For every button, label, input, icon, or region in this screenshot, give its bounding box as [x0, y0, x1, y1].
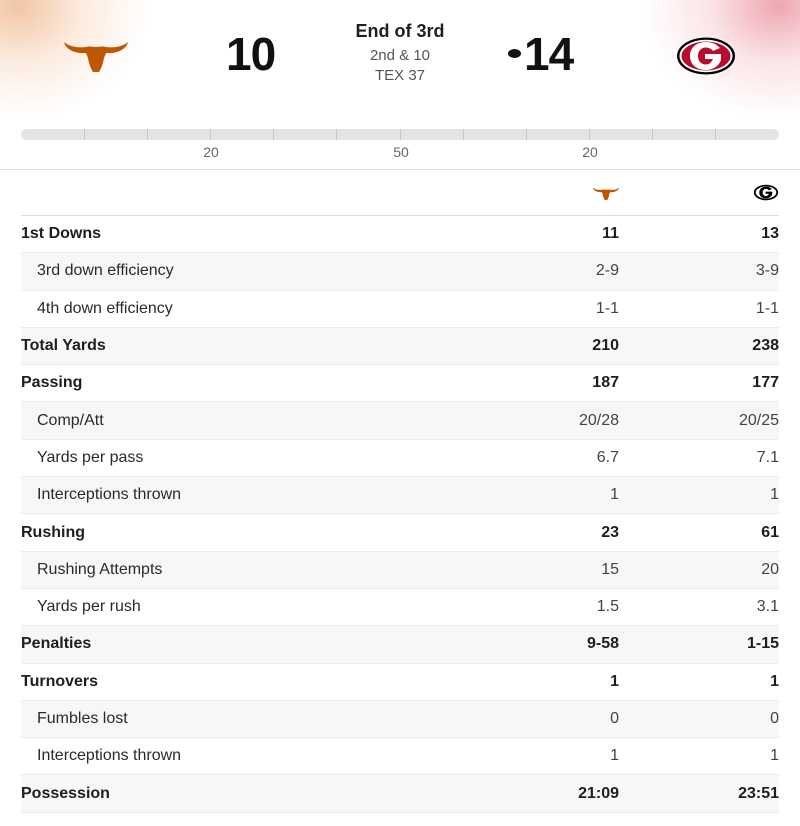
stat-home-value: 23 [601, 523, 619, 541]
stat-label: Possession [21, 784, 110, 802]
stat-row: Comp/Att 20/28 20/25 [21, 402, 779, 440]
stat-label: 4th down efficiency [37, 299, 173, 317]
possession-football-icon [508, 49, 521, 58]
stat-row: Passing 187 177 [21, 365, 779, 403]
stat-away-value: 1 [770, 747, 779, 765]
stat-row: Rushing 23 61 [21, 514, 779, 552]
stat-away-value: 238 [752, 337, 779, 355]
stat-label: Interceptions thrown [37, 747, 182, 765]
stat-row: 4th down efficiency 1-1 1-1 [21, 291, 779, 328]
home-score: 10 [226, 28, 276, 80]
stat-away-value: 23:51 [738, 784, 779, 802]
stat-home-value: 1.5 [596, 598, 619, 616]
stat-row: Total Yards 210 238 [21, 327, 779, 366]
stat-label: Turnovers [21, 672, 99, 690]
stat-home-value: 20/28 [578, 411, 619, 429]
field-tick [652, 129, 653, 140]
stat-label: Total Yards [21, 337, 106, 355]
stat-label: Rushing Attempts [37, 560, 163, 578]
stat-label: 1st Downs [21, 225, 102, 243]
texas-longhorn-logo-small [592, 187, 620, 200]
stat-row: 3rd down efficiency 2-9 3-9 [21, 253, 779, 291]
stat-away-value: 20/25 [738, 411, 779, 429]
ball-spot: TEX 37 [374, 67, 426, 84]
yard-label-50: 50 [393, 144, 409, 160]
stat-home-value: 6.7 [596, 448, 619, 466]
field-tick [589, 129, 590, 140]
stat-row: Rushing Attempts 15 20 [21, 551, 779, 589]
stat-away-value: 177 [752, 374, 779, 392]
game-period: End of 3rd [355, 21, 445, 41]
stat-away-value: 1 [770, 486, 779, 504]
stat-home-value: 0 [610, 710, 619, 727]
stat-away-value: 13 [761, 225, 779, 243]
stat-row: Interceptions thrown 1 1 [21, 477, 779, 515]
field-position-bar [21, 129, 779, 140]
stat-row: Interceptions thrown 1 1 [21, 738, 779, 776]
stat-label: Interceptions thrown [37, 486, 182, 504]
stat-home-value: 15 [601, 560, 619, 578]
stat-label: 3rd down efficiency [37, 262, 174, 280]
stat-home-value: 9-58 [586, 635, 619, 653]
stat-label: Penalties [21, 635, 92, 653]
game-status: End of 3rd 2nd & 10 TEX 37 [320, 20, 480, 86]
field-tick [336, 129, 337, 140]
home-team-glow [0, 0, 150, 120]
stat-away-value: 1 [770, 672, 779, 690]
stat-row: Penalties 9-58 1-15 [21, 626, 779, 664]
stat-away-value: 0 [770, 710, 779, 727]
stat-home-value: 2-9 [595, 262, 619, 280]
stat-label: Rushing [21, 523, 85, 541]
stat-row: Possession 21:09 23:51 [21, 775, 779, 813]
stat-home-value: 1 [610, 486, 619, 504]
away-score: 14 [524, 28, 574, 80]
stat-away-value: 7.1 [756, 448, 779, 466]
stat-row: Yards per rush 1.5 3.1 [21, 589, 779, 627]
team-stats-rows: 1st Downs 11 13 3rd down efficiency 2-9 3-9 4t… [21, 216, 779, 813]
stat-label: Comp/Att [37, 411, 104, 429]
field-tick [400, 129, 401, 140]
georgia-g-logo[interactable] [675, 36, 737, 76]
field-tick [463, 129, 464, 140]
stat-away-value: 3.1 [756, 598, 779, 616]
texas-longhorn-logo[interactable] [62, 36, 130, 74]
stat-home-value: 1-1 [595, 299, 619, 317]
field-tick [84, 129, 85, 140]
stat-away-value: 20 [761, 560, 779, 578]
field-tick [715, 129, 716, 140]
stat-home-value: 187 [592, 374, 619, 392]
field-tick [273, 129, 274, 140]
stat-away-value: 3-9 [755, 262, 779, 280]
scoreboard-header: 10 End of 3rd 2nd & 10 TEX 37 14 20 50 2… [0, 0, 800, 170]
stat-label: Yards per pass [37, 448, 144, 466]
stat-away-value: 1-1 [755, 299, 779, 317]
stat-away-value: 61 [761, 523, 779, 541]
stat-row: Yards per pass 6.7 7.1 [21, 440, 779, 478]
stat-home-value: 1 [610, 672, 619, 690]
stat-label: Fumbles lost [37, 710, 128, 727]
stat-home-value: 210 [592, 337, 619, 355]
down-and-distance: 2nd & 10 [369, 47, 431, 64]
team-stats-header [21, 171, 779, 216]
field-tick [147, 129, 148, 140]
team-stats-table: 1st Downs 11 13 3rd down efficiency 2-9 3-9 4t… [21, 171, 779, 813]
georgia-g-logo-small [753, 184, 779, 201]
yard-label-away-20: 20 [582, 144, 598, 160]
field-tick [210, 129, 211, 140]
stat-label: Passing [21, 374, 83, 392]
stat-row: Turnovers 1 1 [21, 664, 779, 701]
stat-row: 1st Downs 11 13 [21, 216, 779, 254]
stat-label: Yards per rush [37, 598, 141, 616]
stat-home-value: 1 [610, 747, 619, 765]
stat-home-value: 11 [602, 225, 619, 243]
stat-away-value: 1-15 [746, 635, 779, 653]
stat-row: Fumbles lost 0 0 [21, 700, 779, 739]
field-tick [526, 129, 527, 140]
stat-home-value: 21:09 [578, 784, 619, 802]
yard-label-home-20: 20 [203, 144, 219, 160]
